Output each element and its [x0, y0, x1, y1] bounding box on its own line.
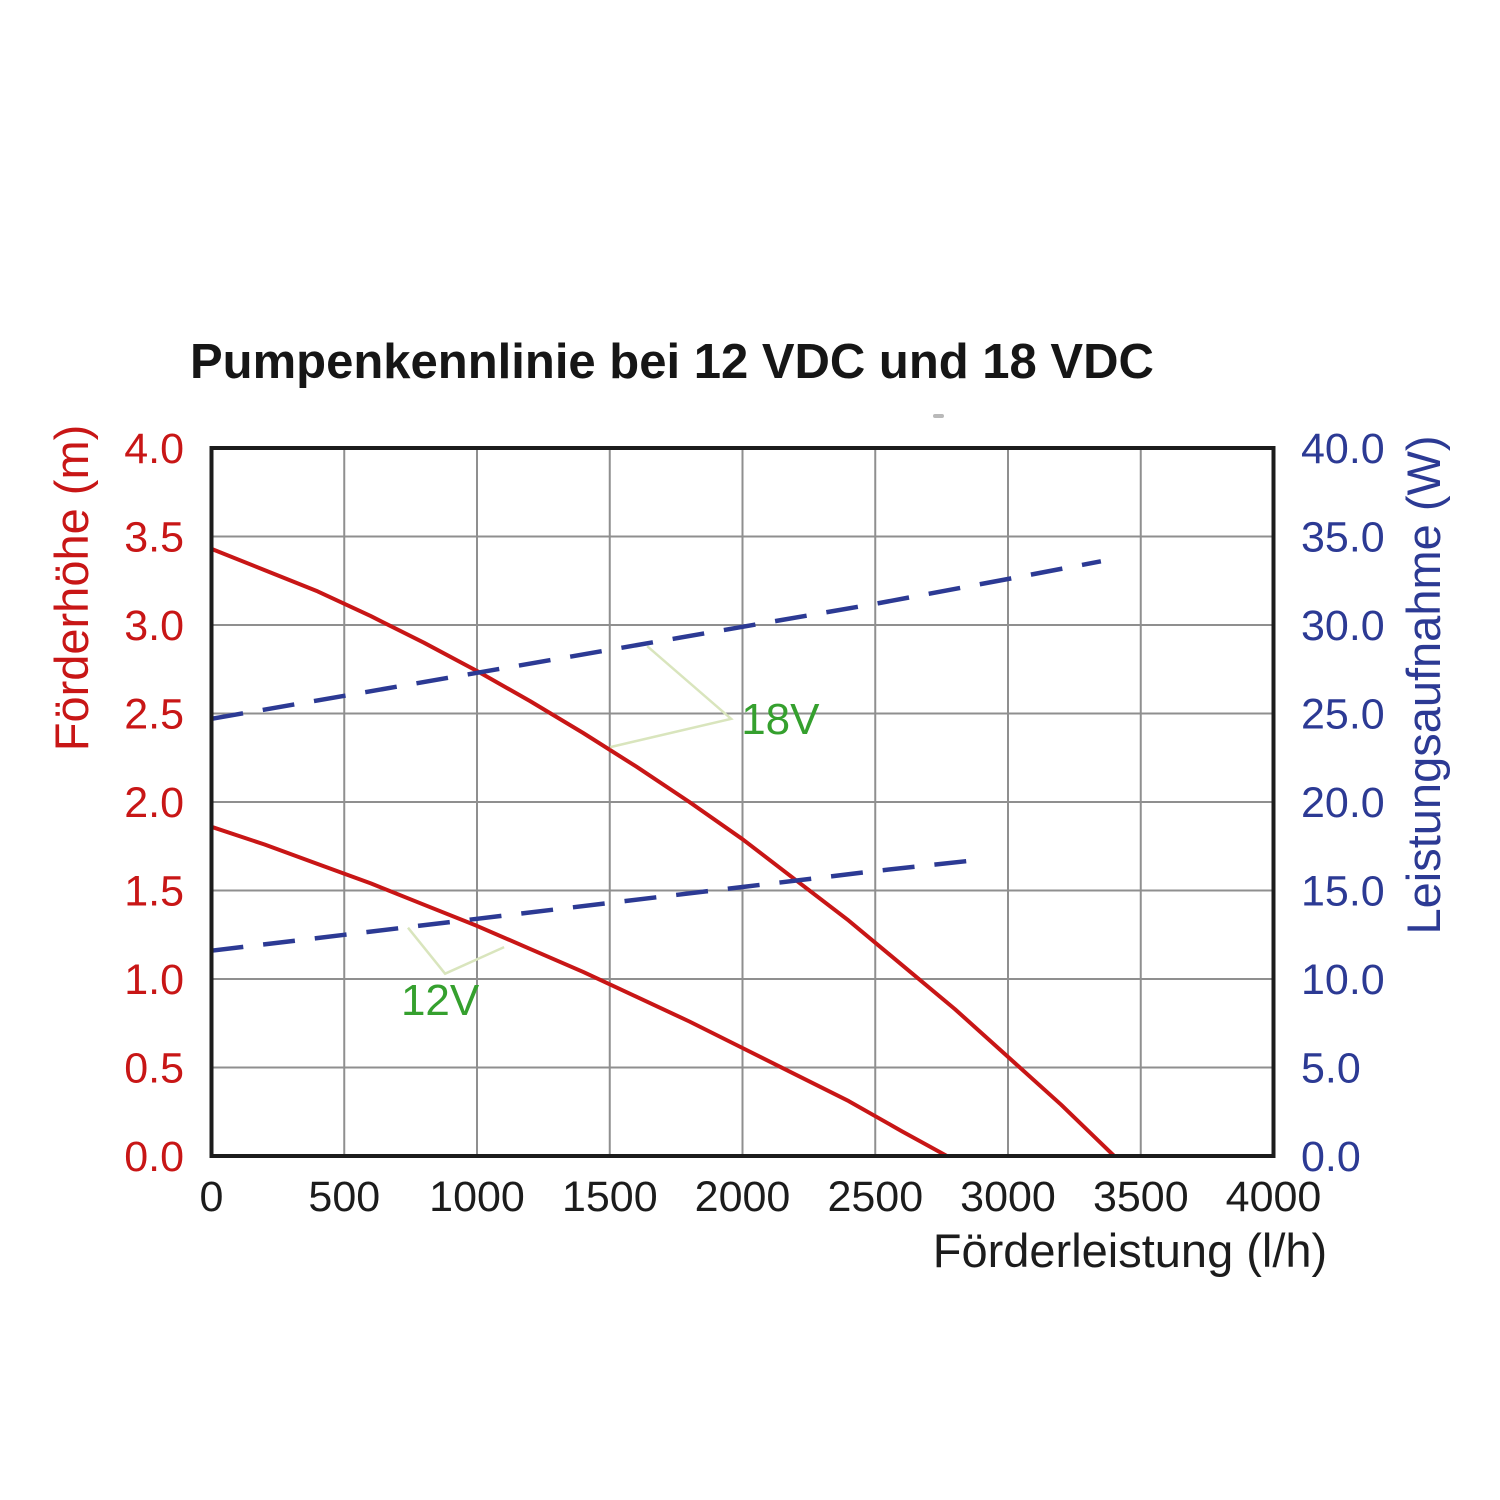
- x-axis-tick-label: 2000: [695, 1173, 791, 1221]
- left-axis-tick-label: 2.5: [124, 691, 184, 739]
- plot-border: [209, 446, 1276, 1158]
- x-axis-tick-label: 4000: [1226, 1173, 1322, 1221]
- left-axis-tick-label: 0.0: [124, 1133, 184, 1181]
- x-axis-tick-label: 3500: [1093, 1173, 1189, 1221]
- chart-title: Pumpenkennlinie bei 12 VDC und 18 VDC: [190, 335, 1154, 389]
- x-axis-tick-label: 1500: [562, 1173, 658, 1221]
- label-18v-text: 18V: [741, 695, 820, 744]
- right-axis-tick-label: 15.0: [1301, 868, 1385, 916]
- right-axis-tick-label: 40.0: [1301, 425, 1385, 473]
- label-12v-leader-line: [407, 926, 505, 976]
- x-axis-tick-label: 0: [200, 1173, 224, 1221]
- label-12v-text: 12V: [401, 976, 480, 1025]
- right-axis-tick-label: 30.0: [1301, 602, 1385, 650]
- right-axis-tick-label: 20.0: [1301, 779, 1385, 827]
- right-axis-title: Leistungsaufnahme (W): [1397, 436, 1450, 935]
- right-axis-tick-label: 25.0: [1301, 691, 1385, 739]
- left-axis-tick-label: 3.5: [124, 514, 184, 562]
- series-power-12v-line: [211, 858, 974, 953]
- right-axis-tick-label: 0.0: [1301, 1133, 1361, 1181]
- series-power-18v-line: [211, 559, 1102, 722]
- left-axis-title: Förderhöhe (m): [45, 425, 98, 752]
- x-axis-title: Förderleistung (l/h): [933, 1224, 1327, 1277]
- left-axis-tick-label: 0.5: [124, 1045, 184, 1093]
- series-head-18v-line: [210, 547, 1116, 1158]
- series-head-12v-line: [210, 824, 948, 1158]
- right-axis-tick-label: 10.0: [1301, 956, 1385, 1004]
- left-axis-tick-label: 1.5: [124, 868, 184, 916]
- right-axis-tick-label: 35.0: [1301, 514, 1385, 562]
- x-axis-tick-label: 1000: [429, 1173, 525, 1221]
- x-axis-tick-label: 500: [308, 1173, 380, 1221]
- label-18v-leader-line: [610, 645, 734, 749]
- left-axis-tick-label: 4.0: [124, 425, 184, 473]
- x-axis-tick-label: 2500: [827, 1173, 923, 1221]
- stray-mark: [933, 414, 944, 418]
- x-axis-tick-label: 3000: [960, 1173, 1056, 1221]
- left-axis-tick-label: 1.0: [124, 956, 184, 1004]
- left-axis-tick-label: 2.0: [124, 779, 184, 827]
- right-axis-tick-label: 5.0: [1301, 1045, 1361, 1093]
- left-axis-tick-label: 3.0: [124, 602, 184, 650]
